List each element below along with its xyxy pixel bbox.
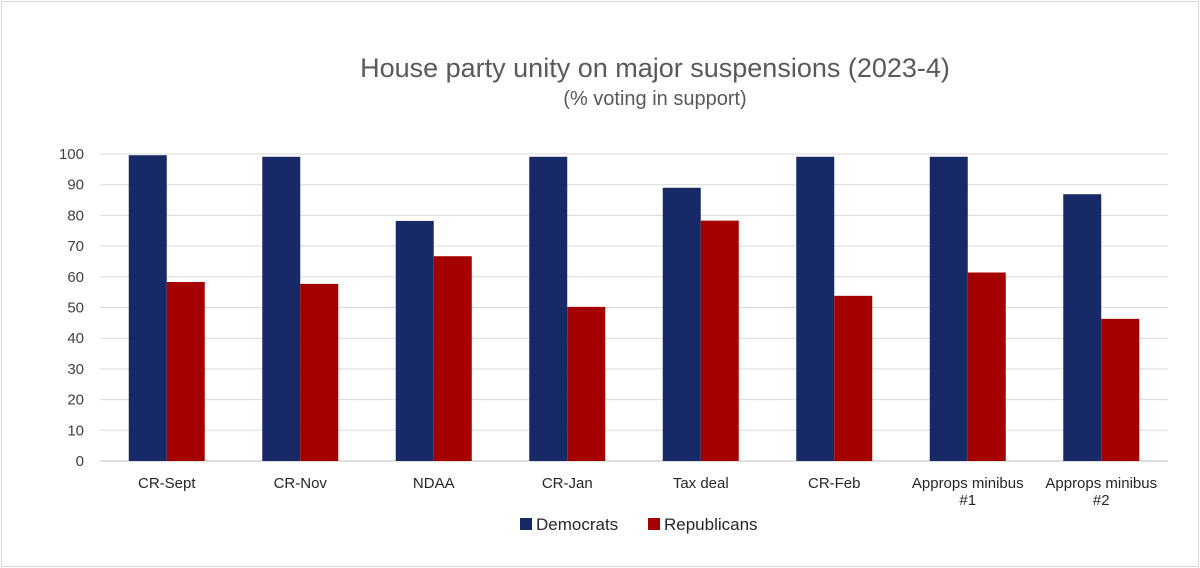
y-tick-label: 70 — [67, 238, 84, 255]
y-tick-label: 10 — [67, 422, 84, 439]
chart-title: House party unity on major suspensions (… — [360, 53, 950, 83]
bar-republicans — [967, 272, 1006, 461]
bar-democrats — [929, 156, 968, 461]
bar-democrats — [796, 156, 835, 461]
y-tick-label: 90 — [67, 177, 84, 194]
x-category-label: CR-Sept — [138, 475, 196, 492]
legend-swatch-democrats — [520, 518, 532, 530]
bar-democrats — [128, 155, 167, 461]
bar-democrats — [662, 187, 701, 461]
chart-subtitle: (% voting in support) — [563, 88, 746, 110]
x-category-label: Tax deal — [673, 475, 729, 492]
bar-republicans — [700, 220, 739, 461]
bar-republicans — [300, 283, 339, 461]
legend-label-republicans: Republicans — [664, 515, 758, 534]
legend-swatch-republicans — [648, 518, 660, 530]
y-tick-label: 20 — [67, 392, 84, 409]
x-axis-categories: CR-Sept CR-Nov NDAA CR-Jan Tax deal CR-Feb App… — [138, 475, 1157, 509]
bar-democrats — [529, 156, 568, 461]
legend: Democrats Republicans — [520, 515, 758, 534]
x-category-label: NDAA — [413, 475, 455, 492]
y-tick-label: 50 — [67, 300, 84, 317]
y-axis-ticks: 0 10 20 30 40 50 60 70 80 90 100 — [59, 146, 84, 470]
legend-label-democrats: Democrats — [536, 515, 618, 534]
bar-republicans — [567, 306, 606, 461]
bar-democrats — [262, 156, 301, 461]
x-category-label: Approps minibus #2 — [1045, 475, 1157, 509]
y-tick-label: 30 — [67, 361, 84, 378]
gridlines — [100, 153, 1168, 462]
x-category-label: CR-Feb — [808, 475, 861, 492]
bar-republicans — [1101, 318, 1140, 461]
y-tick-label: 40 — [67, 330, 84, 347]
y-tick-label: 100 — [59, 146, 84, 163]
bar-democrats — [395, 220, 434, 461]
x-category-label: CR-Nov — [274, 475, 328, 492]
y-tick-label: 80 — [67, 207, 84, 224]
x-category-label: Approps minibus #1 — [912, 475, 1024, 509]
y-tick-label: 60 — [67, 269, 84, 286]
bar-republicans — [834, 295, 873, 461]
y-tick-label: 0 — [76, 453, 84, 470]
bar-republicans — [433, 256, 472, 461]
x-category-label: CR-Jan — [542, 475, 593, 492]
bars — [128, 155, 1140, 462]
bar-republicans — [166, 282, 205, 461]
bar-democrats — [1063, 194, 1102, 462]
